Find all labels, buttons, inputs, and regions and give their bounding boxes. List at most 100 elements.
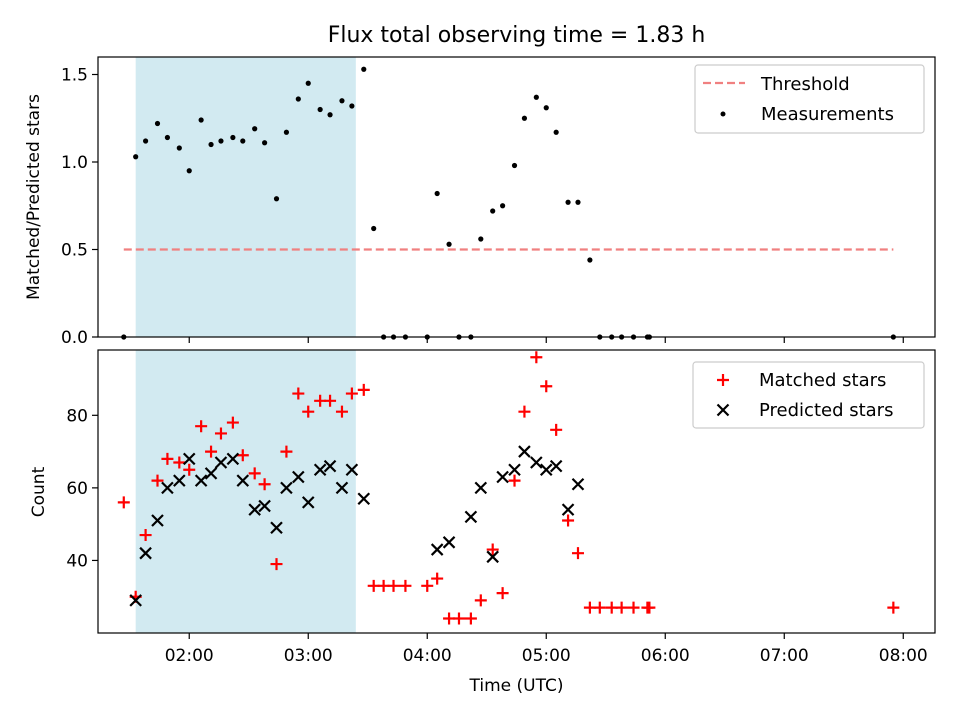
matched-star-point xyxy=(496,587,509,600)
matched-star-point xyxy=(530,351,543,364)
threshold-legend-label: Threshold xyxy=(760,74,850,95)
matched-star-point xyxy=(571,547,584,560)
measurement-point xyxy=(490,208,496,214)
top-ytick-label: 1.5 xyxy=(61,66,88,86)
bottom-legend: Matched stars Predicted stars xyxy=(692,361,925,429)
predicted-star-point xyxy=(151,514,164,527)
measurement-point xyxy=(154,120,161,127)
top-legend-box xyxy=(694,64,925,134)
measurement-point xyxy=(164,134,171,141)
predicted-star-point xyxy=(313,463,327,477)
measurement-point xyxy=(218,138,224,144)
bottom-ylabel: Count xyxy=(29,466,49,517)
measurement-point xyxy=(176,145,182,151)
predicted-star-point xyxy=(161,481,174,495)
bottom-ytick-label: 80 xyxy=(66,406,88,426)
bottom-xtick-label: 06:00 xyxy=(641,646,690,666)
predicted-star-point xyxy=(248,503,261,516)
top-shaded-band xyxy=(135,57,356,337)
predicted-star-point xyxy=(561,503,575,516)
matched-star-point xyxy=(508,474,521,487)
predicted-star-point xyxy=(357,492,371,506)
matched-star-point xyxy=(214,427,227,440)
measurement-point xyxy=(511,162,518,169)
matched-star-point xyxy=(236,449,249,462)
measurement-point xyxy=(371,225,377,232)
bottom-shaded-band xyxy=(135,350,356,633)
top-shaded-interval xyxy=(135,57,356,337)
measurement-point xyxy=(273,196,280,202)
measurement-point xyxy=(587,257,593,263)
measurement-point xyxy=(198,117,204,123)
bottom-xlabel: Time (UTC) xyxy=(469,676,564,696)
matched-star-point xyxy=(452,612,465,625)
matched-star-point xyxy=(464,612,477,625)
matched-star-point xyxy=(474,594,487,607)
measurement-point xyxy=(240,138,246,144)
top-axes-frame xyxy=(97,56,936,338)
measurement-point xyxy=(521,115,528,121)
predicted-star-point xyxy=(549,459,563,473)
predicted-star-point xyxy=(518,445,531,458)
matched-star-point xyxy=(258,478,271,491)
measurements-legend-marker xyxy=(720,111,726,117)
predicted-star-point xyxy=(571,477,585,491)
matched-star-point xyxy=(195,420,208,433)
predicted-star-point xyxy=(194,474,208,487)
bottom-yticks: 40 60 80 xyxy=(66,406,98,571)
matched-star-point xyxy=(270,558,283,571)
matched-star-point xyxy=(335,405,348,418)
predicted-star-point xyxy=(182,452,196,466)
top-ytick-label: 1.0 xyxy=(61,153,88,173)
bottom-legend-box xyxy=(692,361,925,429)
predicted-star-point xyxy=(486,550,499,564)
predicted-star-point xyxy=(129,594,142,607)
top-xticks xyxy=(188,337,904,343)
predicted-star-point xyxy=(292,470,305,484)
measurement-point xyxy=(533,94,539,100)
matched-star-points xyxy=(117,351,900,625)
matched-star-point xyxy=(173,456,186,469)
matched-star-point xyxy=(292,387,305,400)
measurement-point xyxy=(339,98,345,104)
bottom-xtick-label: 02:00 xyxy=(165,646,214,666)
measurement-point xyxy=(543,105,549,111)
predicted-star-point xyxy=(270,521,283,535)
predicted-star-point xyxy=(280,481,293,495)
predicted-star-point xyxy=(335,481,349,495)
predicted-star-point xyxy=(430,543,444,556)
measurement-point xyxy=(327,112,333,118)
predicted-star-point xyxy=(236,474,250,487)
matched-star-point xyxy=(540,380,553,393)
predicted-star-point xyxy=(258,499,271,513)
predicted-star-point xyxy=(226,452,240,466)
measurement-point xyxy=(349,103,355,109)
measurement-point xyxy=(305,80,311,86)
predicted-star-points xyxy=(129,445,585,607)
measurement-point xyxy=(283,129,290,135)
predicted-star-point xyxy=(474,481,488,495)
predicted-legend-label: Predicted stars xyxy=(759,400,893,421)
matched-star-point xyxy=(280,445,293,458)
measurement-point xyxy=(575,199,581,205)
top-panel: 0.0 0.5 1.0 1.5 Matched/Predicted stars Thr… xyxy=(24,56,936,348)
predicted-star-point xyxy=(323,459,337,473)
bottom-xtick-label: 03:00 xyxy=(284,646,333,666)
matched-star-point xyxy=(357,383,370,396)
matched-star-point xyxy=(387,579,400,592)
matched-star-point xyxy=(161,452,174,465)
chart-title: Flux total observing time = 1.83 h xyxy=(328,23,706,48)
bottom-ytick-label: 60 xyxy=(66,479,88,499)
predicted-star-point xyxy=(139,546,152,560)
matched-star-point xyxy=(302,405,315,418)
predicted-star-point xyxy=(345,463,359,477)
predicted-star-point xyxy=(496,470,509,484)
matched-star-point xyxy=(139,529,152,542)
bottom-panel: 40 60 80 02:00 03:00 04:00 05:00 06:00 07:00 08:… xyxy=(29,349,936,696)
top-ylabel: Matched/Predicted stars xyxy=(24,94,44,300)
measurement-point xyxy=(500,203,506,209)
measurement-point xyxy=(143,138,149,144)
matched-star-point xyxy=(518,405,531,418)
matched-star-point xyxy=(345,387,358,400)
